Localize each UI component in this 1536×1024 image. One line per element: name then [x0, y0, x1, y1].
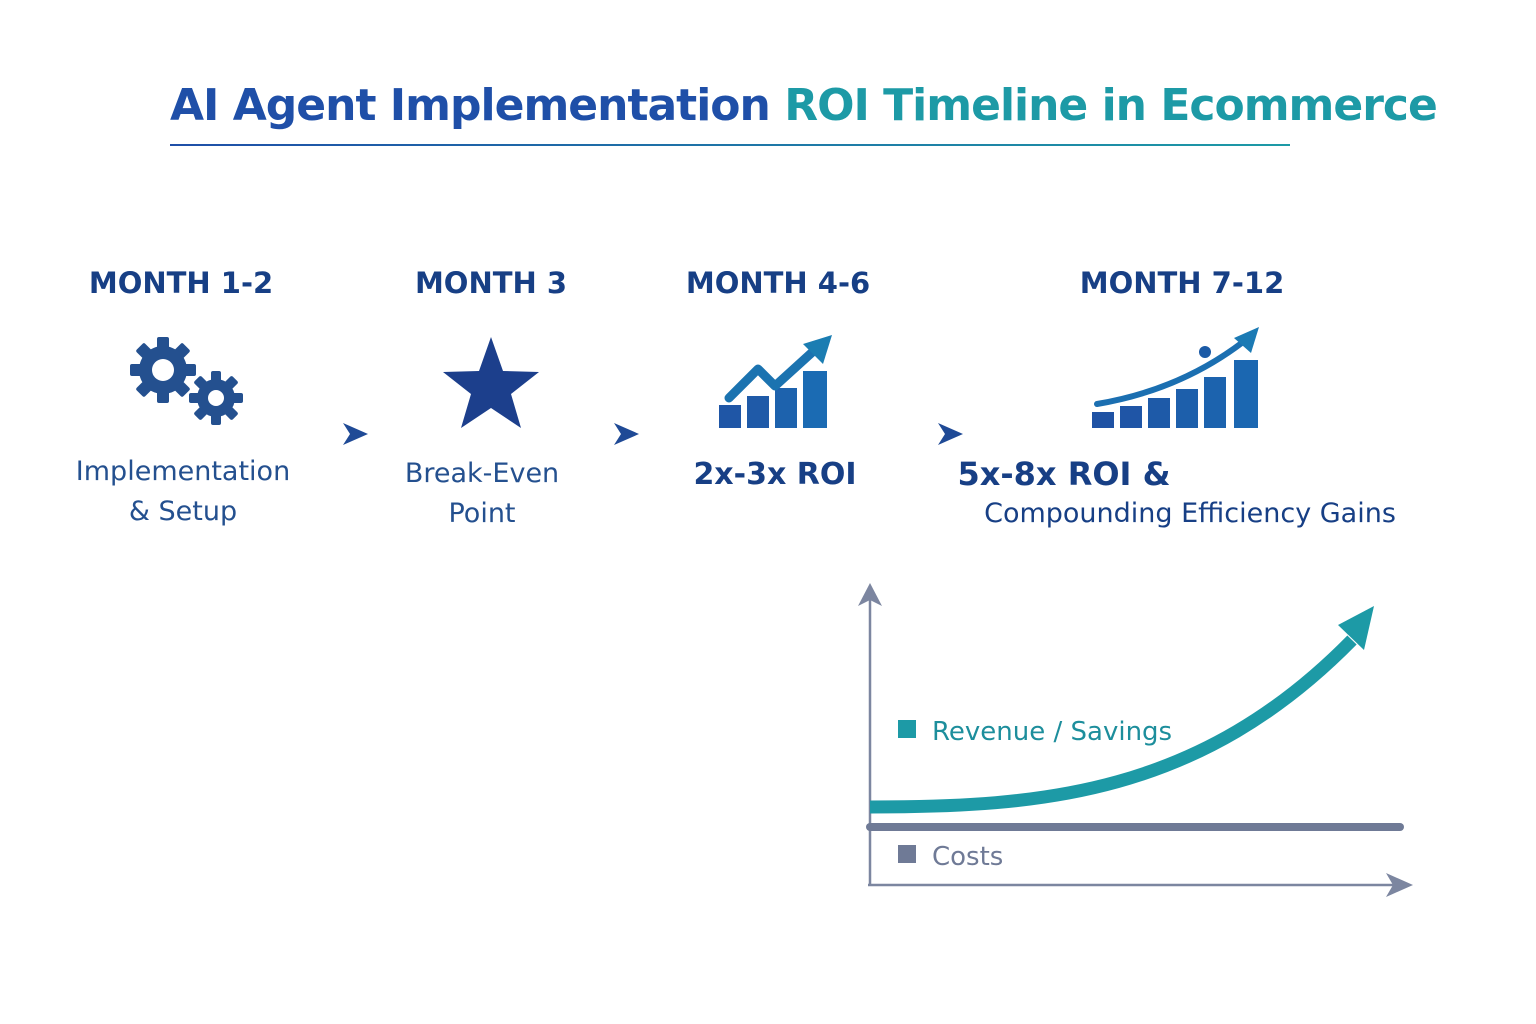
period-label-2: MONTH 3 — [414, 266, 568, 300]
x-axis-arrowhead — [1386, 873, 1413, 897]
page-title: AI Agent Implementation ROI Timeline in … — [170, 80, 1438, 131]
trend-chart — [858, 583, 1413, 897]
phase-desc-1-line2: & Setup — [128, 496, 238, 527]
title-underline — [170, 144, 1290, 146]
phase-desc-4-line1: 5x-8x ROI & — [957, 455, 1171, 493]
period-label-1: MONTH 1-2 — [88, 266, 274, 300]
legend-revenue: Revenue / Savings — [898, 717, 1172, 747]
phase-desc-3-line1: 2x-3x ROI — [693, 457, 857, 492]
timeline-arrow-3 — [938, 423, 963, 445]
growth-chart-icon-large — [1092, 327, 1259, 428]
gears-icon — [130, 337, 243, 425]
revenue-arrowhead — [1338, 606, 1374, 650]
legend-costs-swatch — [898, 845, 916, 863]
title-part1: AI Agent Implementation — [170, 80, 771, 131]
phase-desc-2-line2: Point — [448, 498, 516, 529]
period-label-3: MONTH 4-6 — [685, 266, 871, 300]
title-part2: ROI Timeline in Ecommerce — [784, 80, 1438, 131]
y-axis-arrowhead — [858, 583, 882, 606]
revenue-curve — [869, 635, 1357, 814]
phase-desc-2: Break-Even Point — [405, 454, 559, 534]
legend-revenue-label: Revenue / Savings — [932, 717, 1173, 747]
timeline-arrow-1 — [343, 423, 368, 445]
phase-desc-2-line1: Break-Even — [404, 458, 560, 489]
phase-desc-1: Implementation & Setup — [76, 452, 290, 532]
phase-desc-1-line1: Implementation — [75, 456, 291, 487]
legend-revenue-swatch — [898, 720, 916, 738]
timeline-arrow-2 — [614, 423, 639, 445]
phase-desc-4-line2: Compounding Efficiency Gains — [984, 498, 1396, 529]
growth-chart-icon — [719, 335, 832, 428]
legend-costs-label: Costs — [932, 842, 1004, 872]
star-icon — [443, 337, 539, 428]
legend-costs: Costs — [898, 842, 1003, 872]
period-label-4: MONTH 7-12 — [1079, 266, 1285, 300]
phase-desc-3: 2x-3x ROI — [693, 455, 856, 495]
phase-desc-4: 5x-8x ROI & Compounding Efficiency Gains — [924, 454, 1395, 534]
